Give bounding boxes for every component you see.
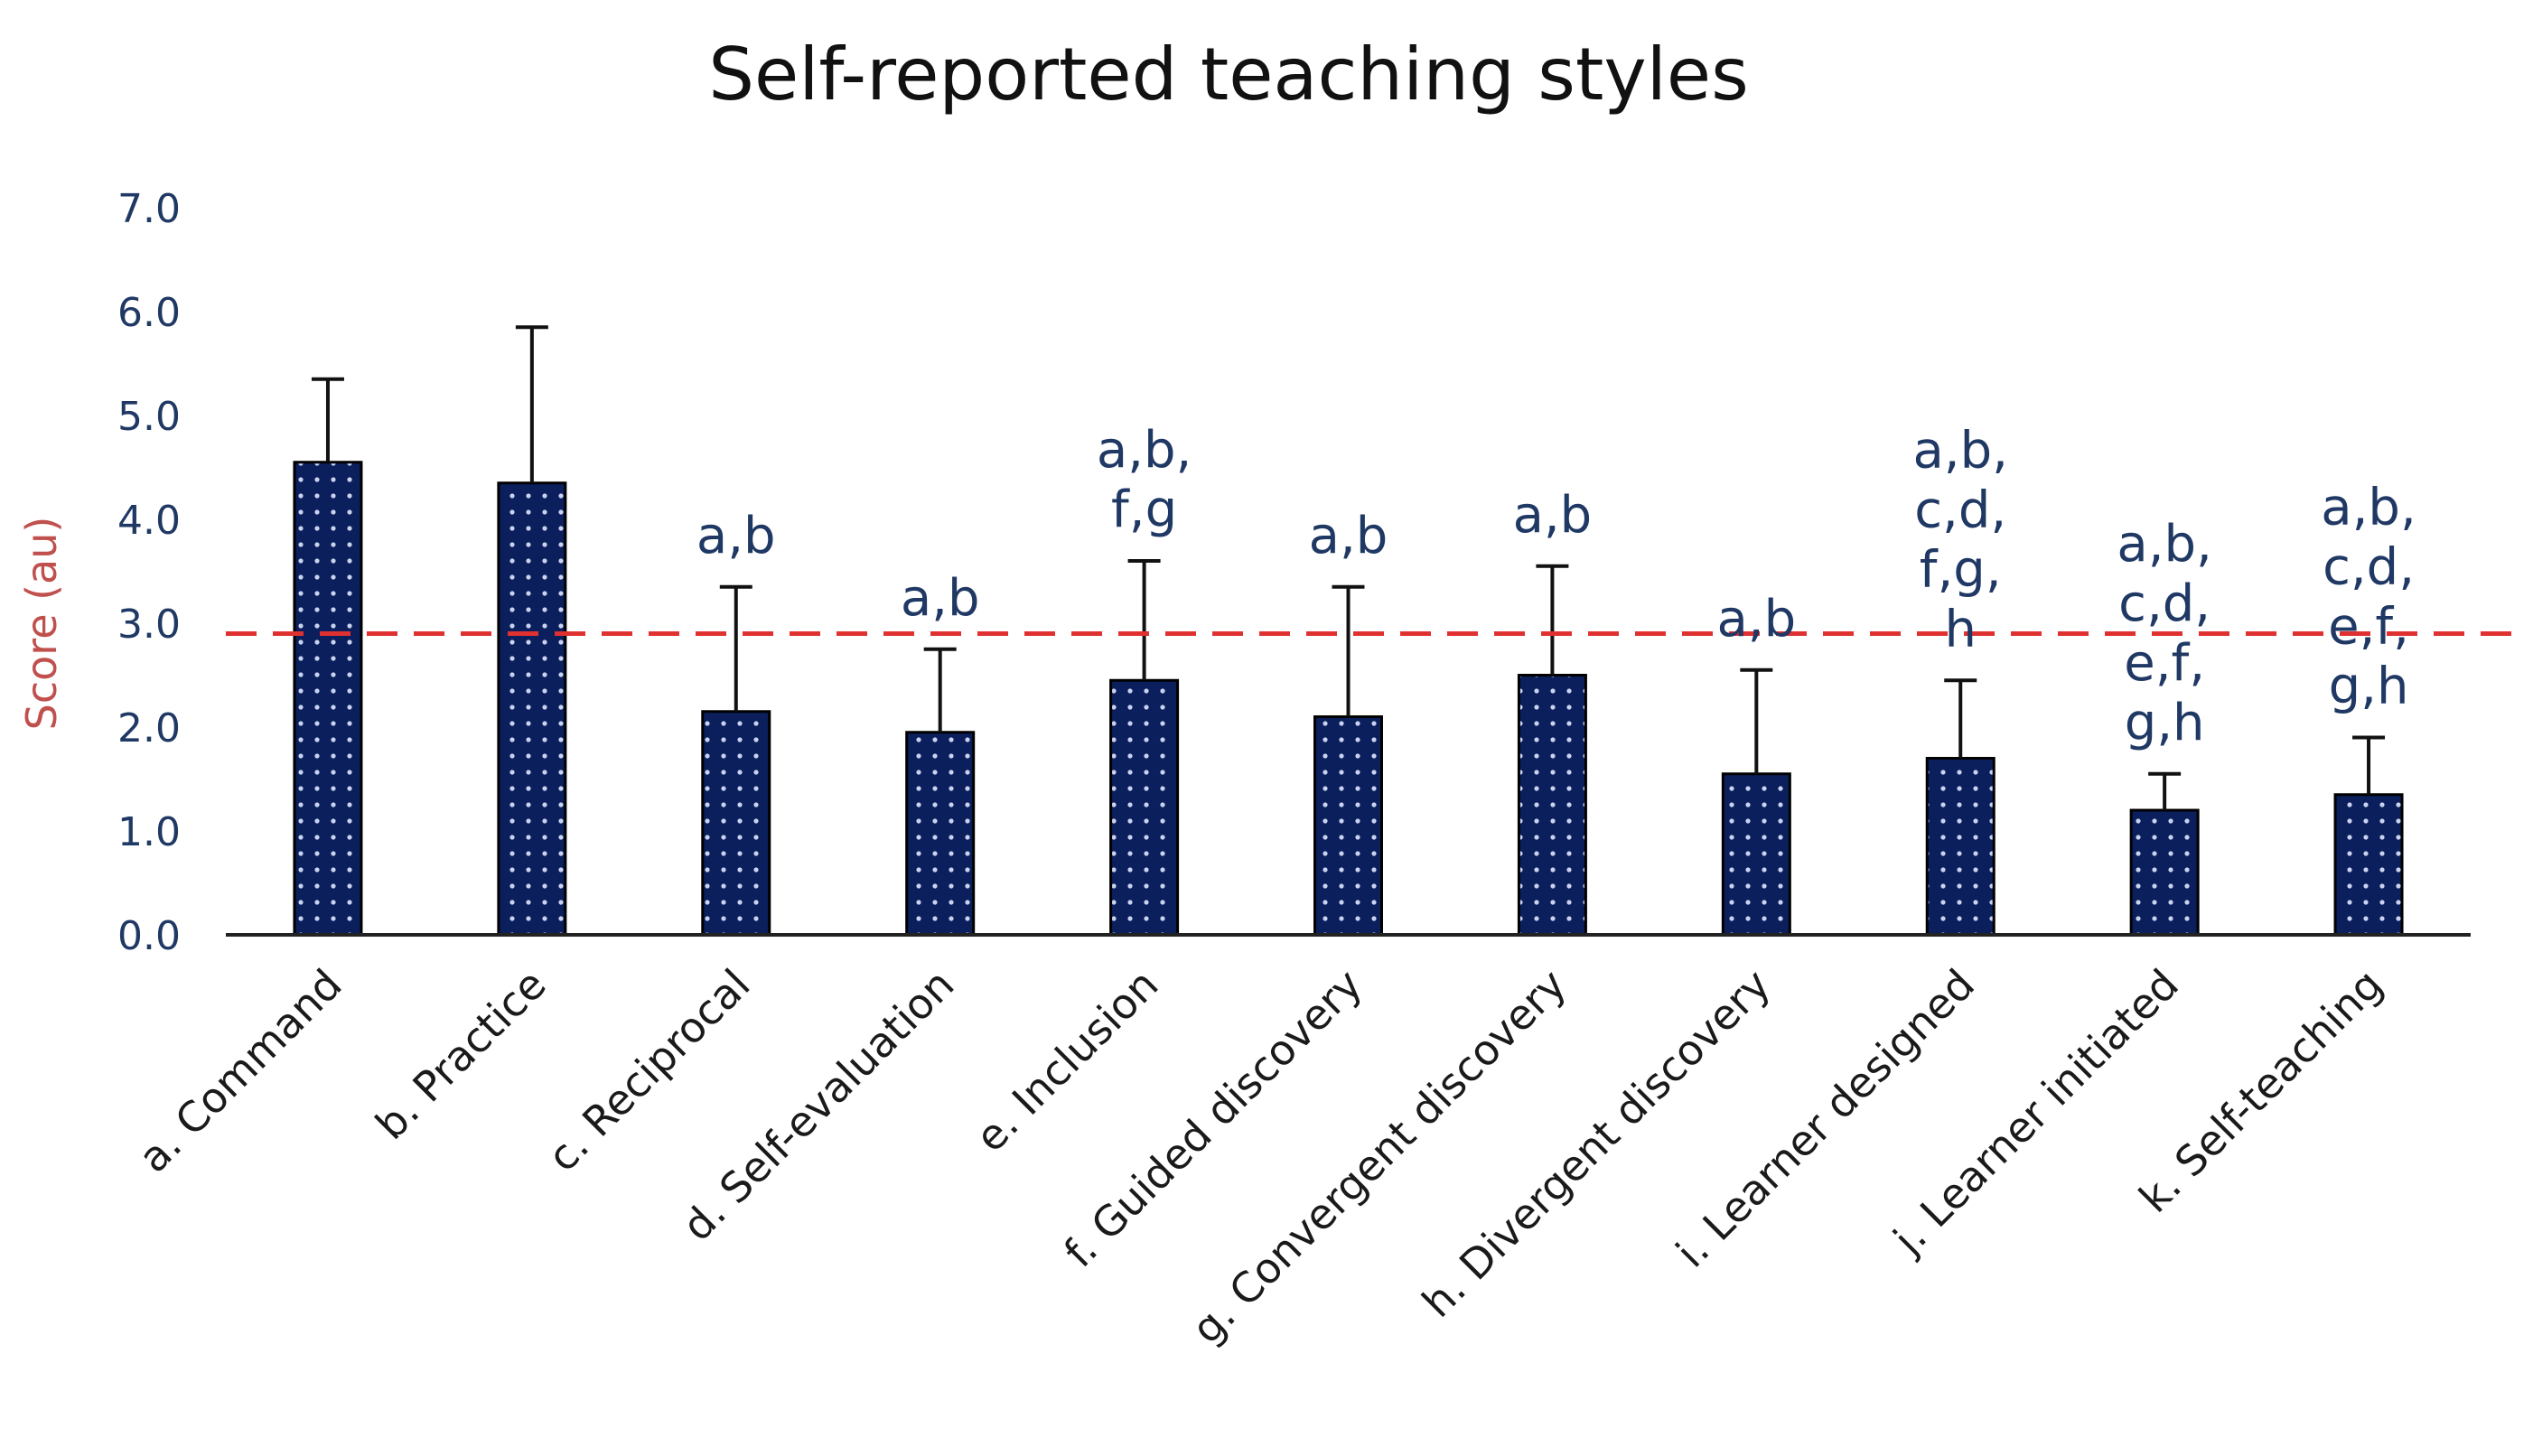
significance-annotation: a,b bbox=[1513, 486, 1593, 545]
x-tick-label: e. Inclusion bbox=[966, 960, 1167, 1162]
y-tick-label: 3.0 bbox=[117, 602, 181, 648]
x-tick-label: b. Practice bbox=[366, 960, 555, 1149]
y-tick-label: 7.0 bbox=[117, 186, 181, 232]
bar bbox=[2333, 793, 2404, 937]
significance-annotation: a,b bbox=[1309, 507, 1388, 565]
y-tick-label: 6.0 bbox=[117, 290, 181, 336]
y-tick-label: 1.0 bbox=[117, 809, 181, 855]
y-tick-label: 0.0 bbox=[117, 913, 181, 959]
significance-annotation: a,b, bbox=[2117, 515, 2211, 574]
significance-annotation: c,d, bbox=[2118, 574, 2211, 633]
y-tick-label: 4.0 bbox=[117, 498, 181, 544]
significance-annotation: a,b bbox=[901, 569, 980, 628]
significance-annotation: a,b bbox=[1716, 590, 1796, 649]
x-tick-label: g. Convergent discovery bbox=[1182, 960, 1575, 1353]
significance-annotation: g,h bbox=[2329, 658, 2409, 716]
x-tick-label: a. Command bbox=[129, 960, 351, 1182]
significance-annotation: f,g, bbox=[1920, 540, 2002, 599]
significance-annotation: h bbox=[1944, 600, 1977, 658]
bar bbox=[905, 731, 976, 937]
y-tick-label: 5.0 bbox=[117, 394, 181, 440]
significance-annotation: a,b, bbox=[1912, 421, 2007, 480]
significance-annotation: e,f, bbox=[2124, 634, 2205, 693]
significance-annotation: c,d, bbox=[1914, 481, 2006, 539]
significance-annotation: a,b, bbox=[1097, 421, 1192, 480]
significance-annotation: c,d, bbox=[2323, 538, 2415, 597]
x-tick-label: c. Reciprocal bbox=[538, 960, 760, 1181]
bar bbox=[293, 461, 363, 937]
y-tick-labels: 0.0 1.0 2.0 3.0 4.0 5.0 6.0 7.0 bbox=[117, 186, 181, 959]
significance-annotation: a,b, bbox=[2321, 479, 2416, 537]
bar bbox=[1313, 715, 1383, 937]
bar bbox=[701, 710, 771, 937]
error-bars bbox=[311, 325, 2386, 810]
significance-annotation: f,g bbox=[1111, 481, 1177, 539]
x-tick-label: h. Divergent discovery bbox=[1413, 960, 1780, 1327]
bar bbox=[1109, 678, 1180, 937]
bar bbox=[2129, 808, 2200, 937]
significance-annotation: g,h bbox=[2125, 694, 2205, 752]
significance-annotation: e,f, bbox=[2328, 598, 2409, 657]
significance-annotations: a,ba,ba,b,f,g a,b a,ba,ba,b,c,d,f,g,ha,b,c… bbox=[696, 421, 2416, 752]
bar bbox=[1925, 757, 1996, 937]
y-tick-label: 2.0 bbox=[117, 705, 181, 751]
chart-title: Self-reported teaching styles bbox=[708, 33, 1749, 117]
bar bbox=[1721, 772, 1791, 937]
significance-annotation: a,b bbox=[696, 507, 776, 565]
y-axis-label: Score (au) bbox=[17, 517, 66, 731]
bar bbox=[1517, 674, 1587, 937]
bar bbox=[497, 481, 567, 937]
